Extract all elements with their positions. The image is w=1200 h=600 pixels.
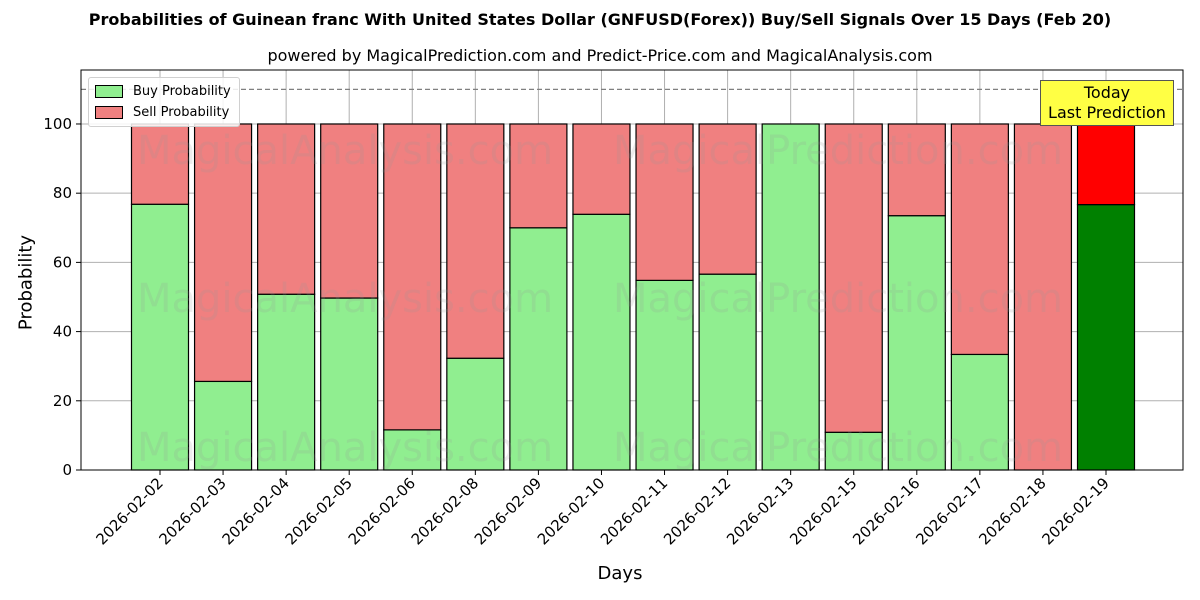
y-tick-label: 40 <box>53 323 72 341</box>
bar-group <box>1076 123 1136 471</box>
buy-bar <box>698 273 757 471</box>
sell-bar <box>635 123 694 281</box>
buy-bar <box>761 123 820 471</box>
x-tick-label: 2026-02-05 <box>282 474 356 548</box>
sell-bar <box>257 123 316 295</box>
legend-item-sell: Sell Probability <box>95 102 231 123</box>
sell-swatch <box>95 106 123 119</box>
bar-group <box>320 123 379 471</box>
y-axis-label: Probability <box>15 234 37 331</box>
buy-swatch <box>95 85 123 98</box>
today-annotation-line2: Last Prediction <box>1048 103 1166 122</box>
bar-group <box>887 123 946 471</box>
y-tick-label: 100 <box>43 115 72 133</box>
buy-bar <box>509 227 568 471</box>
bar-group <box>446 123 505 471</box>
y-tick-label: 20 <box>53 392 72 410</box>
bar-group <box>824 123 883 471</box>
sell-bar <box>887 123 946 217</box>
sell-bar <box>320 123 379 299</box>
bar-group <box>761 123 820 471</box>
sell-bar <box>446 123 505 359</box>
buy-bar <box>1076 204 1136 471</box>
x-tick-label: 2026-02-16 <box>849 474 923 548</box>
x-tick-label: 2026-02-02 <box>92 474 166 548</box>
x-tick-label: 2026-02-08 <box>408 474 482 548</box>
x-tick-label: 2026-02-09 <box>471 474 545 548</box>
bar-group <box>383 123 442 471</box>
watermark: MagicalAnalysis.com <box>137 425 553 471</box>
sell-bar <box>572 123 631 215</box>
legend-buy-label: Buy Probability <box>133 84 231 99</box>
legend-sell-label: Sell Probability <box>133 105 230 120</box>
buy-bar <box>824 431 883 471</box>
today-annotation: Today Last Prediction <box>1040 80 1174 126</box>
x-tick-label: 2026-02-13 <box>723 474 797 548</box>
today-annotation-line1: Today <box>1083 83 1131 102</box>
bar-group <box>572 123 631 471</box>
buy-bar <box>635 279 694 471</box>
legend-item-buy: Buy Probability <box>95 81 231 102</box>
buy-bar <box>572 213 631 471</box>
sell-bar <box>1076 123 1136 206</box>
x-tick-label: 2026-02-11 <box>597 474 671 548</box>
buy-bar <box>320 297 379 471</box>
bar-group <box>130 123 190 471</box>
bar-group <box>509 123 568 471</box>
watermark: MagicalAnalysis.com <box>137 276 553 322</box>
sell-bar <box>383 123 442 431</box>
y-tick-label: 80 <box>53 184 72 202</box>
bar-group <box>193 123 253 471</box>
x-tick-label: 2026-02-17 <box>912 474 986 548</box>
legend: Buy Probability Sell Probability <box>88 77 240 127</box>
x-tick-label: 2026-02-03 <box>156 474 230 548</box>
x-tick-label: 2026-02-04 <box>219 474 293 548</box>
x-tick-label: 2026-02-15 <box>786 474 860 548</box>
y-tick-label: 0 <box>62 461 72 479</box>
sell-bar <box>193 123 253 383</box>
x-tick-label: 2026-02-19 <box>1038 474 1112 548</box>
sell-bar <box>509 123 568 229</box>
chart-subtitle: powered by MagicalPrediction.com and Pre… <box>267 46 933 65</box>
x-tick-label: 2026-02-12 <box>660 474 734 548</box>
sell-bar <box>824 123 883 433</box>
bar-group <box>698 123 757 471</box>
y-tick-label: 60 <box>53 253 72 271</box>
x-axis-label: Days <box>597 563 643 584</box>
x-tick-label: 2026-02-18 <box>975 474 1049 548</box>
x-tick-label: 2026-02-10 <box>534 474 608 548</box>
watermark: MagicalAnalysis.com <box>137 128 553 174</box>
x-tick-label: 2026-02-06 <box>345 474 419 548</box>
watermark: MagicalPrediction.com <box>613 276 1063 322</box>
bar-group <box>635 123 694 471</box>
sell-bar <box>698 123 757 275</box>
watermark: MagicalPrediction.com <box>613 128 1063 174</box>
buy-bar <box>130 203 190 471</box>
watermark: MagicalPrediction.com <box>613 425 1063 471</box>
chart-title: Probabilities of Guinean franc With Unit… <box>88 10 1112 29</box>
sell-bar <box>950 123 1009 356</box>
